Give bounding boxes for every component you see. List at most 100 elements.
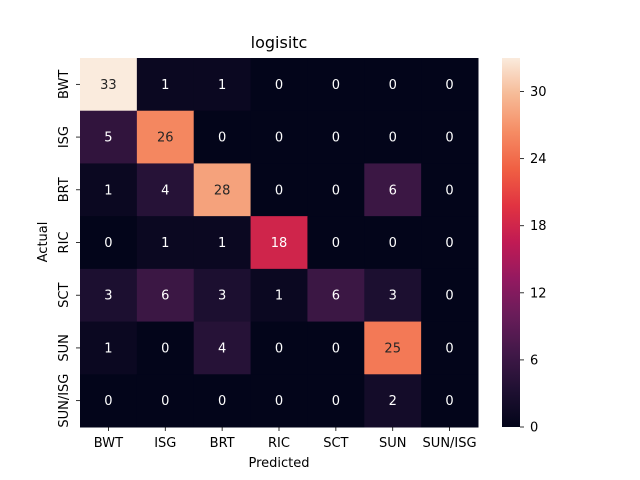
heatmap-cell xyxy=(364,58,422,112)
cell-value-label: 4 xyxy=(218,341,226,356)
cell-value-label: 0 xyxy=(218,131,226,146)
cell-value-label: 1 xyxy=(275,289,283,304)
cell-annotations: 33 1 1 0 0 0 05 26 0 0 0 0 01 4 28 0 0 6 00 1 1 18 0 0 03 6 3 1 6 3 01… xyxy=(100,78,454,409)
cell-value-label: 0 xyxy=(275,394,283,409)
cell-value-label: 0 xyxy=(445,236,453,251)
heatmap-cell xyxy=(193,163,252,217)
x-tick-label: ISG xyxy=(154,436,176,451)
heatmap-cell xyxy=(80,216,138,270)
cell-value-label: 0 xyxy=(275,341,283,356)
chart-title: logisitc xyxy=(251,33,308,52)
heatmap-cells xyxy=(80,58,479,428)
cell-value-label: 0 xyxy=(218,394,226,409)
cell-value-label: 6 xyxy=(161,289,169,304)
y-tick-label: SUN/ISG xyxy=(57,374,72,428)
cell-value-label: 1 xyxy=(161,78,169,93)
heatmap-cell xyxy=(364,321,422,375)
heatmap-cell xyxy=(193,58,252,112)
x-tick-label: SUN/ISG xyxy=(423,436,477,451)
heatmap-cell xyxy=(80,374,138,428)
colorbar-tick-label: 0 xyxy=(530,421,538,436)
colorbar-tick-label: 30 xyxy=(530,85,547,100)
cell-value-label: 0 xyxy=(332,183,340,198)
y-tick-label: ISG xyxy=(57,126,72,148)
colorbar-tick-label: 18 xyxy=(530,219,547,234)
heatmap-cell xyxy=(193,374,252,428)
cell-value-label: 1 xyxy=(104,183,112,198)
heatmap-cell xyxy=(421,110,479,164)
cell-value-label: 1 xyxy=(161,236,169,251)
heatmap-cell xyxy=(307,268,365,323)
cell-value-label: 0 xyxy=(445,78,453,93)
x-tick-label: RIC xyxy=(268,436,290,451)
cell-value-label: 0 xyxy=(332,341,340,356)
heatmap-cell xyxy=(80,163,138,217)
heatmap-cell xyxy=(364,110,422,164)
heatmap-cell xyxy=(250,321,308,375)
heatmap-cell xyxy=(80,321,138,375)
cell-value-label: 0 xyxy=(275,183,283,198)
heatmap-cell xyxy=(250,216,308,270)
cell-value-label: 18 xyxy=(271,236,288,251)
cell-value-label: 0 xyxy=(161,341,169,356)
colorbar-tick-label: 24 xyxy=(530,152,547,167)
cell-value-label: 5 xyxy=(104,131,112,146)
heatmap-cell xyxy=(307,58,365,112)
colorbar: 0 6 12 18 24 30 xyxy=(502,58,547,436)
heatmap-cell xyxy=(421,216,479,270)
cell-value-label: 0 xyxy=(275,131,283,146)
cell-value-label: 3 xyxy=(389,289,397,304)
heatmap-cell xyxy=(307,321,365,375)
cell-value-label: 1 xyxy=(218,78,226,93)
heatmap-cell xyxy=(136,58,195,112)
x-tick-label: BWT xyxy=(94,436,123,451)
heatmap-cell xyxy=(307,216,365,270)
heatmap-cell xyxy=(250,110,308,164)
heatmap-cell xyxy=(136,163,195,217)
cell-value-label: 6 xyxy=(332,289,340,304)
heatmap-cell xyxy=(421,163,479,217)
x-tick-label: SCT xyxy=(323,436,348,451)
colorbar-tick-label: 12 xyxy=(530,286,547,301)
y-tick-label: BRT xyxy=(57,177,72,202)
cell-value-label: 0 xyxy=(389,236,397,251)
cell-value-label: 4 xyxy=(161,183,169,198)
heatmap-cell xyxy=(364,374,422,428)
cell-value-label: 0 xyxy=(389,131,397,146)
y-tick-label: RIC xyxy=(57,232,72,254)
cell-value-label: 1 xyxy=(104,341,112,356)
cell-value-label: 0 xyxy=(389,78,397,93)
y-axis-ticks: BWT ISG BRT RIC SCT SUN SUN/ISG xyxy=(57,70,80,428)
cell-value-label: 0 xyxy=(445,131,453,146)
cell-value-label: 28 xyxy=(214,183,231,198)
y-axis-label: Actual xyxy=(36,222,51,263)
cell-value-label: 3 xyxy=(218,289,226,304)
heatmap-cell xyxy=(421,58,479,112)
x-axis-ticks: BWT ISG BRT RIC SCT SUN SUN/ISG xyxy=(94,427,477,451)
cell-value-label: 6 xyxy=(389,183,397,198)
cell-value-label: 33 xyxy=(100,78,117,93)
heatmap-cell xyxy=(193,268,252,323)
cell-value-label: 0 xyxy=(332,131,340,146)
cell-value-label: 3 xyxy=(104,289,112,304)
cell-value-label: 0 xyxy=(445,183,453,198)
heatmap-cell xyxy=(136,321,195,375)
heatmap-cell xyxy=(364,216,422,270)
heatmap-cell xyxy=(136,216,195,270)
heatmap-cell xyxy=(364,163,422,217)
heatmap-cell xyxy=(250,163,308,217)
heatmap-cell xyxy=(193,321,252,375)
heatmap-cell xyxy=(364,268,422,323)
cell-value-label: 0 xyxy=(332,394,340,409)
cell-value-label: 0 xyxy=(445,289,453,304)
cell-value-label: 0 xyxy=(445,394,453,409)
heatmap-cell xyxy=(421,268,479,323)
heatmap-cell xyxy=(193,216,252,270)
x-tick-label: SUN xyxy=(379,436,407,451)
colorbar-gradient xyxy=(502,58,520,427)
heatmap-cell xyxy=(136,374,195,428)
cell-value-label: 1 xyxy=(218,236,226,251)
heatmap-cell xyxy=(80,58,138,112)
heatmap-cell xyxy=(250,374,308,428)
heatmap-cell xyxy=(421,321,479,375)
